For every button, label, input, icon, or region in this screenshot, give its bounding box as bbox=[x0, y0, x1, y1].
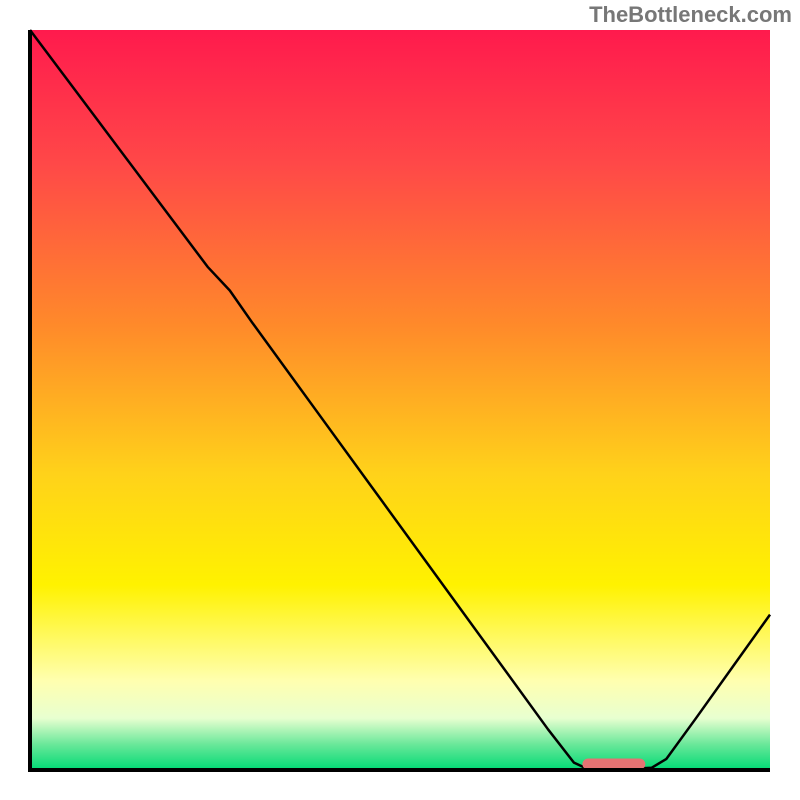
plot-background bbox=[30, 30, 770, 770]
optimal-range-marker bbox=[582, 759, 645, 770]
watermark-text: TheBottleneck.com bbox=[589, 2, 792, 28]
chart-container: TheBottleneck.com bbox=[0, 0, 800, 800]
bottleneck-curve-chart bbox=[0, 0, 800, 800]
